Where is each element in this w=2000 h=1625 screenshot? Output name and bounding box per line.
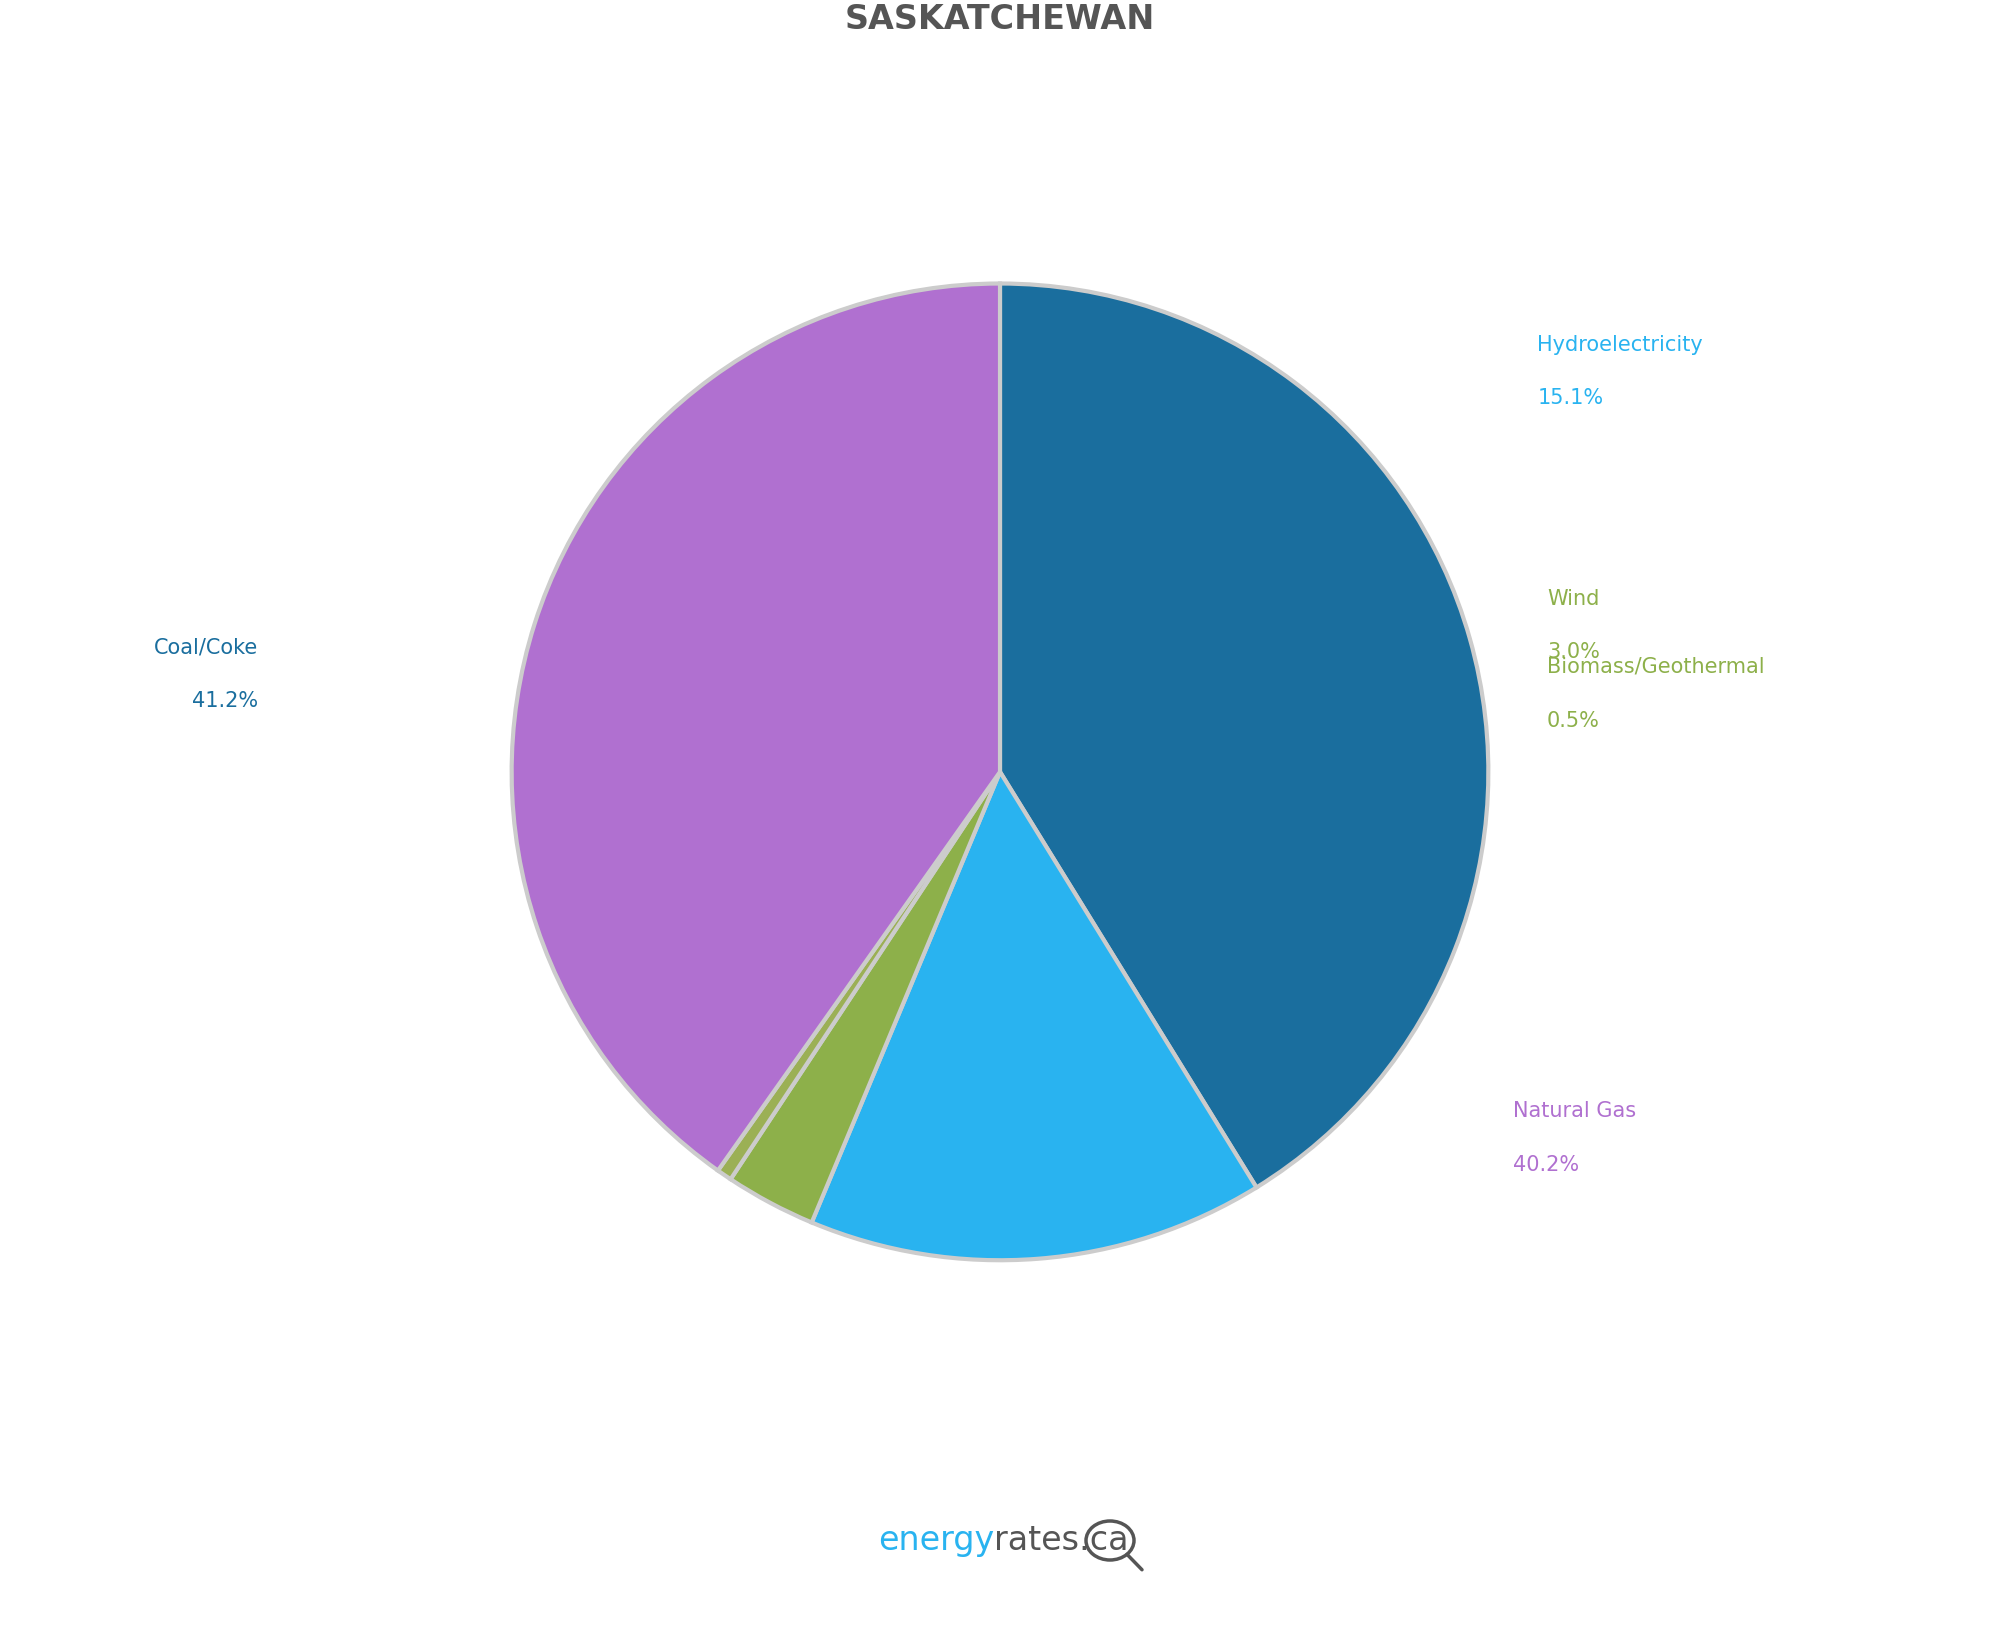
Text: energy: energy	[878, 1524, 994, 1557]
Wedge shape	[512, 283, 1000, 1170]
Title: SASKATCHEWAN: SASKATCHEWAN	[844, 3, 1156, 36]
Text: Hydroelectricity: Hydroelectricity	[1538, 335, 1702, 354]
Wedge shape	[812, 772, 1256, 1261]
Text: 3.0%: 3.0%	[1546, 642, 1600, 663]
Text: Natural Gas: Natural Gas	[1512, 1102, 1636, 1121]
Text: Coal/Coke: Coal/Coke	[154, 637, 258, 658]
Text: rates.ca: rates.ca	[994, 1524, 1128, 1557]
Text: Biomass/Geothermal: Biomass/Geothermal	[1546, 656, 1764, 678]
Wedge shape	[718, 772, 1000, 1180]
Text: 15.1%: 15.1%	[1538, 388, 1604, 408]
Text: 40.2%: 40.2%	[1512, 1155, 1578, 1175]
Text: 0.5%: 0.5%	[1546, 710, 1600, 731]
Text: Wind: Wind	[1546, 588, 1600, 608]
Wedge shape	[1000, 283, 1488, 1188]
Wedge shape	[730, 772, 1000, 1222]
Text: 41.2%: 41.2%	[192, 691, 258, 712]
